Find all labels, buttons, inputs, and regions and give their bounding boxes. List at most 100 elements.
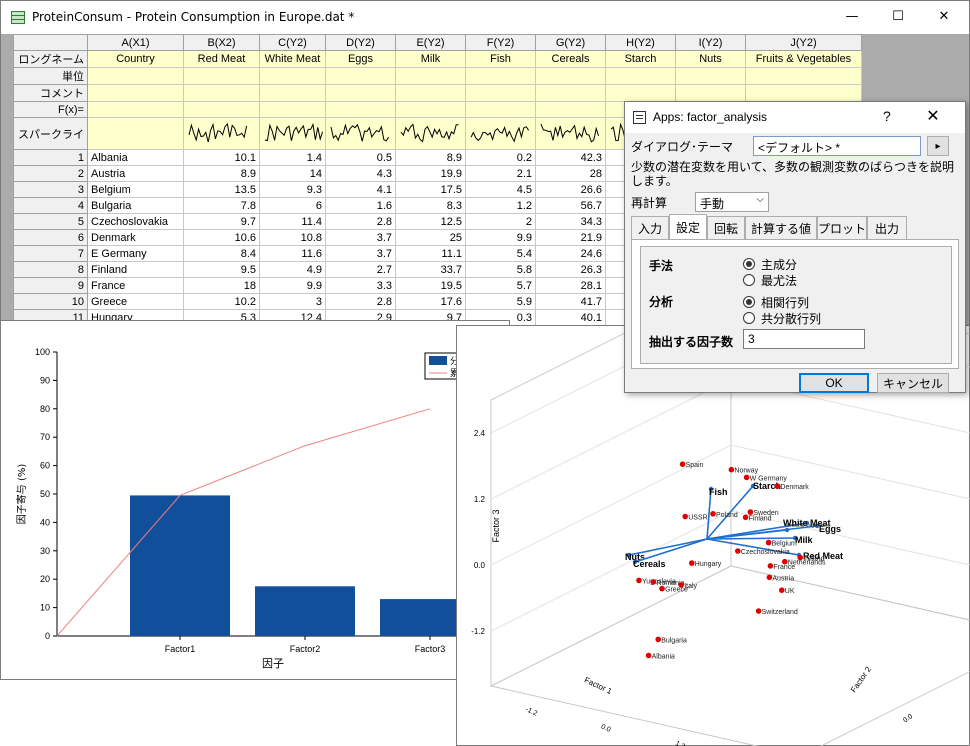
table-cell[interactable]: 56.7 xyxy=(535,197,606,214)
dialog-titlebar[interactable]: Apps: factor_analysis ? ✕ xyxy=(625,102,965,133)
table-cell[interactable]: 3.7 xyxy=(325,245,396,262)
table-cell[interactable]: 2.8 xyxy=(325,293,396,310)
table-cell[interactable]: France xyxy=(87,277,184,294)
table-cell[interactable]: 33.7 xyxy=(395,261,466,278)
table-cell[interactable]: Bulgaria xyxy=(87,197,184,214)
worksheet-titlebar[interactable]: ProteinConsum - Protein Consumption in E… xyxy=(1,1,969,34)
grid-corner[interactable] xyxy=(13,34,88,51)
table-cell[interactable]: Austria xyxy=(87,165,184,182)
table-cell[interactable]: 17.6 xyxy=(395,293,466,310)
method-option-likelihood[interactable]: 最尤法 xyxy=(761,274,798,288)
tab-item[interactable]: 回転 xyxy=(707,216,745,240)
theme-menu-button[interactable]: ▸ xyxy=(927,136,949,156)
table-cell[interactable]: 10.2 xyxy=(183,293,260,310)
label-cell[interactable] xyxy=(605,67,676,85)
analysis-option-correlation[interactable]: 相関行列 xyxy=(761,296,810,310)
factor-analysis-dialog[interactable]: Apps: factor_analysis ? ✕ ダイアログ･テーマ <デフォ… xyxy=(624,101,966,393)
sparkline-cell[interactable] xyxy=(183,117,260,150)
label-cell[interactable] xyxy=(535,101,606,118)
table-cell[interactable]: 2.7 xyxy=(325,261,396,278)
table-cell[interactable]: 9.9 xyxy=(259,277,326,294)
label-cell[interactable] xyxy=(745,84,862,102)
label-cell[interactable] xyxy=(675,67,746,85)
table-cell[interactable]: 1.2 xyxy=(465,197,536,214)
table-cell[interactable]: 1.6 xyxy=(325,197,396,214)
table-cell[interactable]: 8.9 xyxy=(395,149,466,166)
row-label[interactable]: F(x)= xyxy=(13,101,88,118)
row-number[interactable]: 4 xyxy=(13,197,88,214)
long-name-cell[interactable]: Fruits & Vegetables xyxy=(745,50,862,68)
label-cell[interactable] xyxy=(535,67,606,85)
long-name-cell[interactable]: Starch xyxy=(605,50,676,68)
label-cell[interactable] xyxy=(325,67,396,85)
label-cell[interactable] xyxy=(465,101,536,118)
long-name-cell[interactable]: Red Meat xyxy=(183,50,260,68)
sparkline-cell[interactable] xyxy=(259,117,326,150)
table-cell[interactable]: 19.9 xyxy=(395,165,466,182)
table-cell[interactable]: 10.8 xyxy=(259,229,326,246)
table-cell[interactable]: 12.5 xyxy=(395,213,466,230)
label-cell[interactable] xyxy=(605,84,676,102)
label-cell[interactable] xyxy=(259,101,326,118)
label-cell[interactable] xyxy=(745,67,862,85)
table-cell[interactable]: Denmark xyxy=(87,229,184,246)
long-name-cell[interactable]: White Meat xyxy=(259,50,326,68)
table-cell[interactable]: 28 xyxy=(535,165,606,182)
dialog-close-button[interactable]: ✕ xyxy=(926,108,940,125)
column-header[interactable]: G(Y2) xyxy=(535,34,606,51)
close-button[interactable]: ✕ xyxy=(938,8,950,24)
table-cell[interactable]: 42.3 xyxy=(535,149,606,166)
table-cell[interactable]: 10.6 xyxy=(183,229,260,246)
column-header[interactable]: J(Y2) xyxy=(745,34,862,51)
maximize-button[interactable]: ☐ xyxy=(892,8,904,24)
row-number[interactable]: 2 xyxy=(13,165,88,182)
theme-input[interactable]: <デフォルト> * xyxy=(753,136,921,156)
label-cell[interactable] xyxy=(465,67,536,85)
long-name-cell[interactable]: Milk xyxy=(395,50,466,68)
tab-item[interactable]: 設定 xyxy=(669,214,707,240)
row-number[interactable]: 10 xyxy=(13,293,88,310)
sparkline-cell[interactable] xyxy=(325,117,396,150)
long-name-cell[interactable]: Eggs xyxy=(325,50,396,68)
table-cell[interactable]: 3.3 xyxy=(325,277,396,294)
radio-correlation[interactable] xyxy=(743,296,755,308)
table-cell[interactable]: 11.4 xyxy=(259,213,326,230)
table-cell[interactable]: 40.1 xyxy=(535,309,606,326)
table-cell[interactable]: 18 xyxy=(183,277,260,294)
table-cell[interactable]: 14 xyxy=(259,165,326,182)
table-cell[interactable]: 34.3 xyxy=(535,213,606,230)
table-cell[interactable]: 2.1 xyxy=(465,165,536,182)
label-cell[interactable] xyxy=(325,101,396,118)
table-cell[interactable]: 5.4 xyxy=(465,245,536,262)
table-cell[interactable]: 10.1 xyxy=(183,149,260,166)
table-cell[interactable]: 3.7 xyxy=(325,229,396,246)
table-cell[interactable]: 26.6 xyxy=(535,181,606,198)
label-cell[interactable] xyxy=(87,84,184,102)
table-cell[interactable]: 6 xyxy=(259,197,326,214)
label-cell[interactable] xyxy=(259,67,326,85)
table-cell[interactable]: 21.9 xyxy=(535,229,606,246)
table-cell[interactable]: 2 xyxy=(465,213,536,230)
table-cell[interactable]: 4.3 xyxy=(325,165,396,182)
row-number[interactable]: 9 xyxy=(13,277,88,294)
row-number[interactable]: 5 xyxy=(13,213,88,230)
label-cell[interactable] xyxy=(87,101,184,118)
table-cell[interactable]: 2.8 xyxy=(325,213,396,230)
bar-chart-window[interactable]: 0 10 20 30 40 50 60 70 80 90 100 Factor1 Factor2 Fact… xyxy=(0,320,511,680)
column-header[interactable]: E(Y2) xyxy=(395,34,466,51)
table-cell[interactable]: 11.6 xyxy=(259,245,326,262)
label-cell[interactable] xyxy=(675,84,746,102)
long-name-cell[interactable]: Nuts xyxy=(675,50,746,68)
label-cell[interactable] xyxy=(183,84,260,102)
table-cell[interactable]: 4.5 xyxy=(465,181,536,198)
row-number[interactable]: 1 xyxy=(13,149,88,166)
table-cell[interactable]: 41.7 xyxy=(535,293,606,310)
row-label[interactable]: ロングネーム xyxy=(13,50,88,68)
table-cell[interactable]: 0.5 xyxy=(325,149,396,166)
minimize-button[interactable]: — xyxy=(845,8,859,24)
table-cell[interactable]: 5.9 xyxy=(465,293,536,310)
label-cell[interactable] xyxy=(465,84,536,102)
label-cell[interactable] xyxy=(87,67,184,85)
table-cell[interactable]: 9.7 xyxy=(183,213,260,230)
